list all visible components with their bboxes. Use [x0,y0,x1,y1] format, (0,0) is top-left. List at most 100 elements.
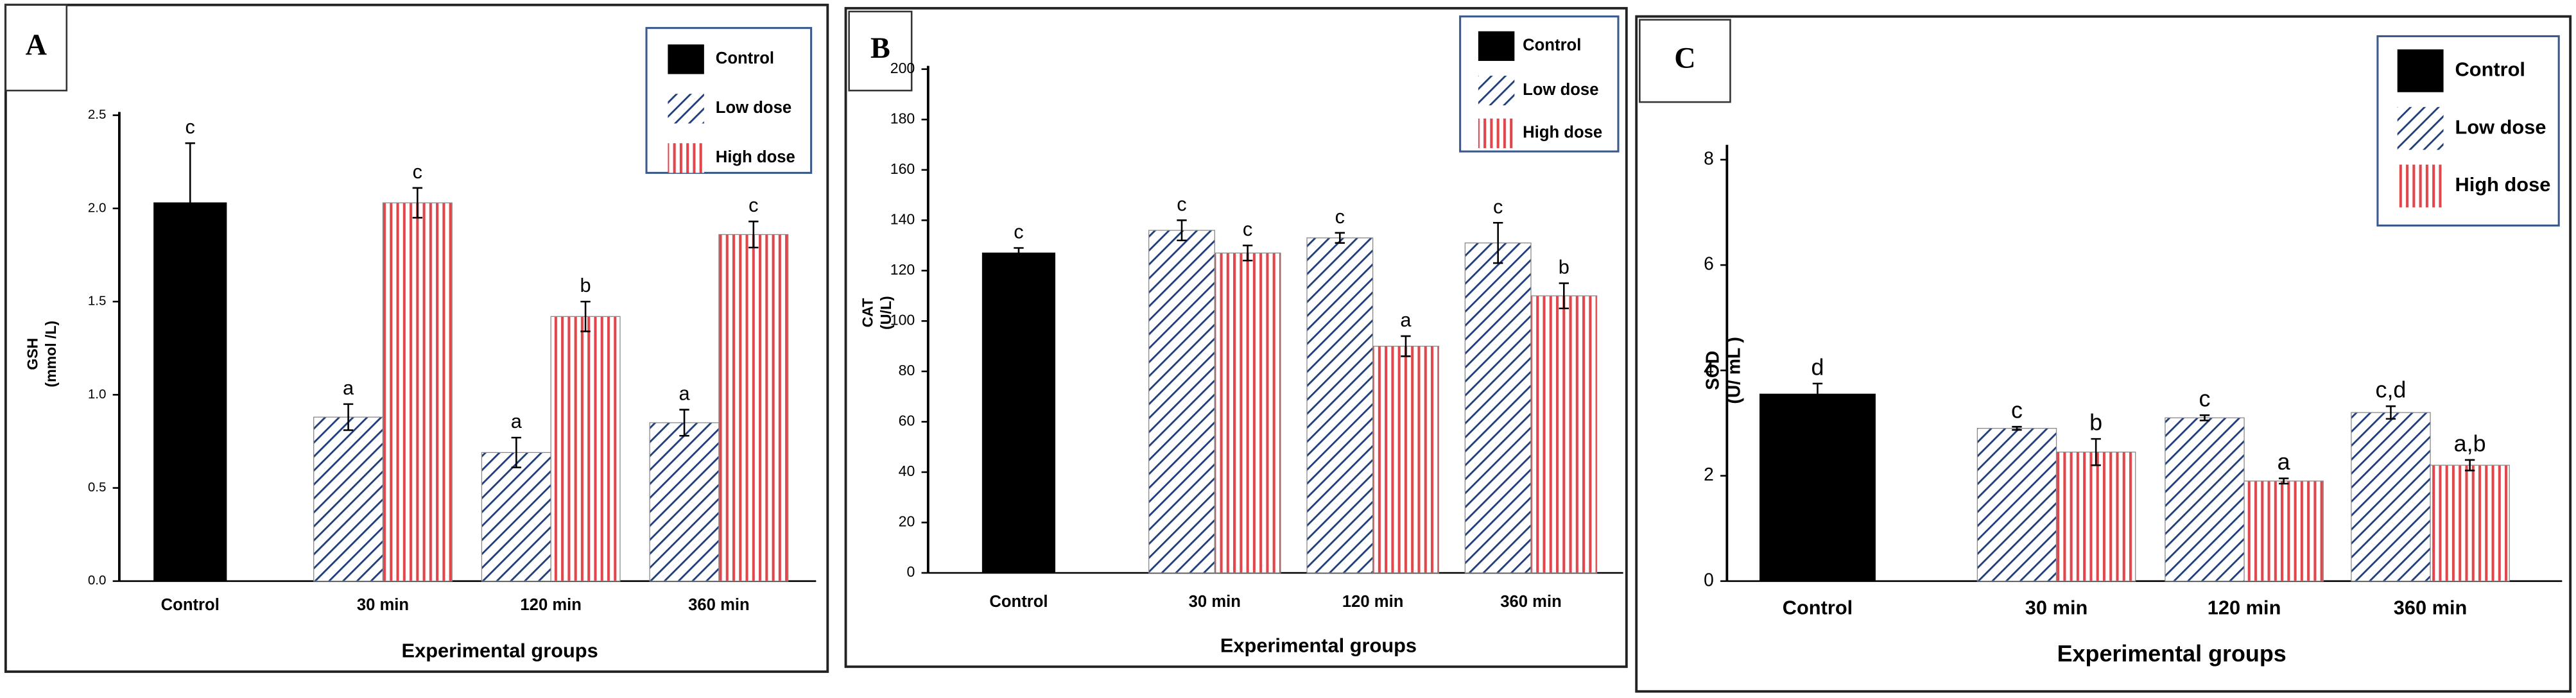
bar [2165,417,2245,582]
y-axis-label: SOD [1702,351,1722,390]
error-bar [1812,382,1823,406]
significance-letter: a [511,410,523,432]
error-bar [2091,438,2101,466]
y-tick-label: 2 [1704,464,1714,484]
x-tick-label: Control [989,593,1048,611]
error-bar [185,142,195,264]
significance-letter: c [2011,397,2023,423]
error-bar [511,436,522,468]
y-tick-label: 140 [890,210,915,227]
significance-letter: b [1559,256,1569,278]
y-axis-label: (U/L) [877,296,894,330]
panel: B 0 20 40 60 80 100 120 140 160 180 200 CAT (U/L) Expe… [844,6,1628,668]
y-tick-label: 0.5 [88,480,107,495]
panel-letter: B [870,31,890,64]
x-tick-label: 30 min [1189,593,1241,611]
bar [481,452,551,582]
y-tick-label: 200 [890,60,915,76]
error-bar [748,220,759,249]
legend-swatch [1478,31,1515,61]
error-bar [412,187,423,219]
error-bar [2199,414,2210,421]
y-tick-label: 100 [890,311,915,328]
x-tick-label: Control [161,596,220,614]
significance-letter: c [1177,192,1186,215]
y-tick-label: 1.5 [88,294,107,309]
legend-label: Low dose [1523,81,1598,99]
x-tick-label: 120 min [520,596,582,614]
bar [981,252,1056,574]
significance-letter: c [748,194,758,216]
panel-letter-box [4,4,68,92]
y-tick-label: 120 [890,261,915,278]
x-tick-label: Control [1783,597,1853,619]
significance-letter: c [1493,195,1503,217]
legend-swatch [668,44,704,74]
error-bar [2012,425,2022,431]
x-axis-label: Experimental groups [2057,640,2286,667]
bar [2055,451,2136,582]
y-tick-label: 180 [890,110,915,126]
error-bar [1242,244,1253,262]
bar [1148,230,1215,574]
x-tick-label: 360 min [1500,593,1562,611]
y-tick-label: 20 [899,513,915,530]
panel-letter-box [1639,19,1731,103]
panel: C 0 2 4 6 8 SOD (U/ mL ) Experimental groups Cont… [1635,15,2572,693]
error-bar [1177,219,1187,242]
bar [382,202,453,582]
significance-letter: c [1335,205,1345,228]
x-axis-label: Experimental groups [402,639,598,661]
bar [1464,243,1532,574]
significance-letter: b [580,274,591,296]
y-tick-label: 160 [890,160,915,177]
legend-label: High dose [716,148,795,166]
y-axis-label: CAT [860,298,876,328]
y-tick-label: 8 [1704,148,1714,168]
significance-letter: a [343,377,354,399]
significance-letter: c,d [2376,377,2407,403]
y-tick-label: 6 [1704,253,1714,274]
significance-letter: a [679,382,690,405]
significance-letter: d [1811,353,1824,380]
error-bar [343,403,354,431]
bar [2430,464,2510,582]
x-tick-label: 30 min [2025,597,2088,619]
y-tick-label: 60 [899,413,915,429]
significance-letter: a [1400,309,1412,331]
error-bar [679,409,689,437]
legend-label: Control [716,49,774,67]
x-tick-label: 360 min [688,596,750,614]
legend-swatch [1478,118,1515,148]
legend-swatch [2397,164,2444,208]
bar [1306,237,1374,574]
error-bar [2385,405,2396,420]
error-bar [580,300,591,332]
y-tick-label: 0 [1704,569,1714,590]
significance-letter: b [2089,409,2102,435]
error-bar [2278,477,2289,485]
bar [1976,428,2057,582]
bar [1530,295,1598,574]
y-tick-label: 0 [906,563,915,580]
y-tick-label: 0.0 [88,573,107,588]
legend-label: Control [2455,58,2525,80]
error-bar [1559,282,1569,310]
panel-letter: C [1674,42,1695,74]
bar [2351,412,2431,582]
error-bar [1401,335,1411,357]
y-tick-label: 80 [899,362,915,379]
panel-letter: A [26,28,47,61]
bar [718,234,789,582]
x-tick-label: 30 min [357,596,409,614]
y-tick-label: 2.5 [88,107,107,122]
legend-swatch [1478,76,1515,106]
significance-letter: c [1243,218,1252,241]
bar [1214,252,1281,574]
error-bar [1335,232,1345,244]
y-tick-label: 2.0 [88,200,107,215]
significance-letter: a,b [2454,430,2486,456]
legend-label: High dose [1523,124,1602,142]
y-tick-label: 4 [1704,359,1714,379]
bar [1372,345,1439,574]
